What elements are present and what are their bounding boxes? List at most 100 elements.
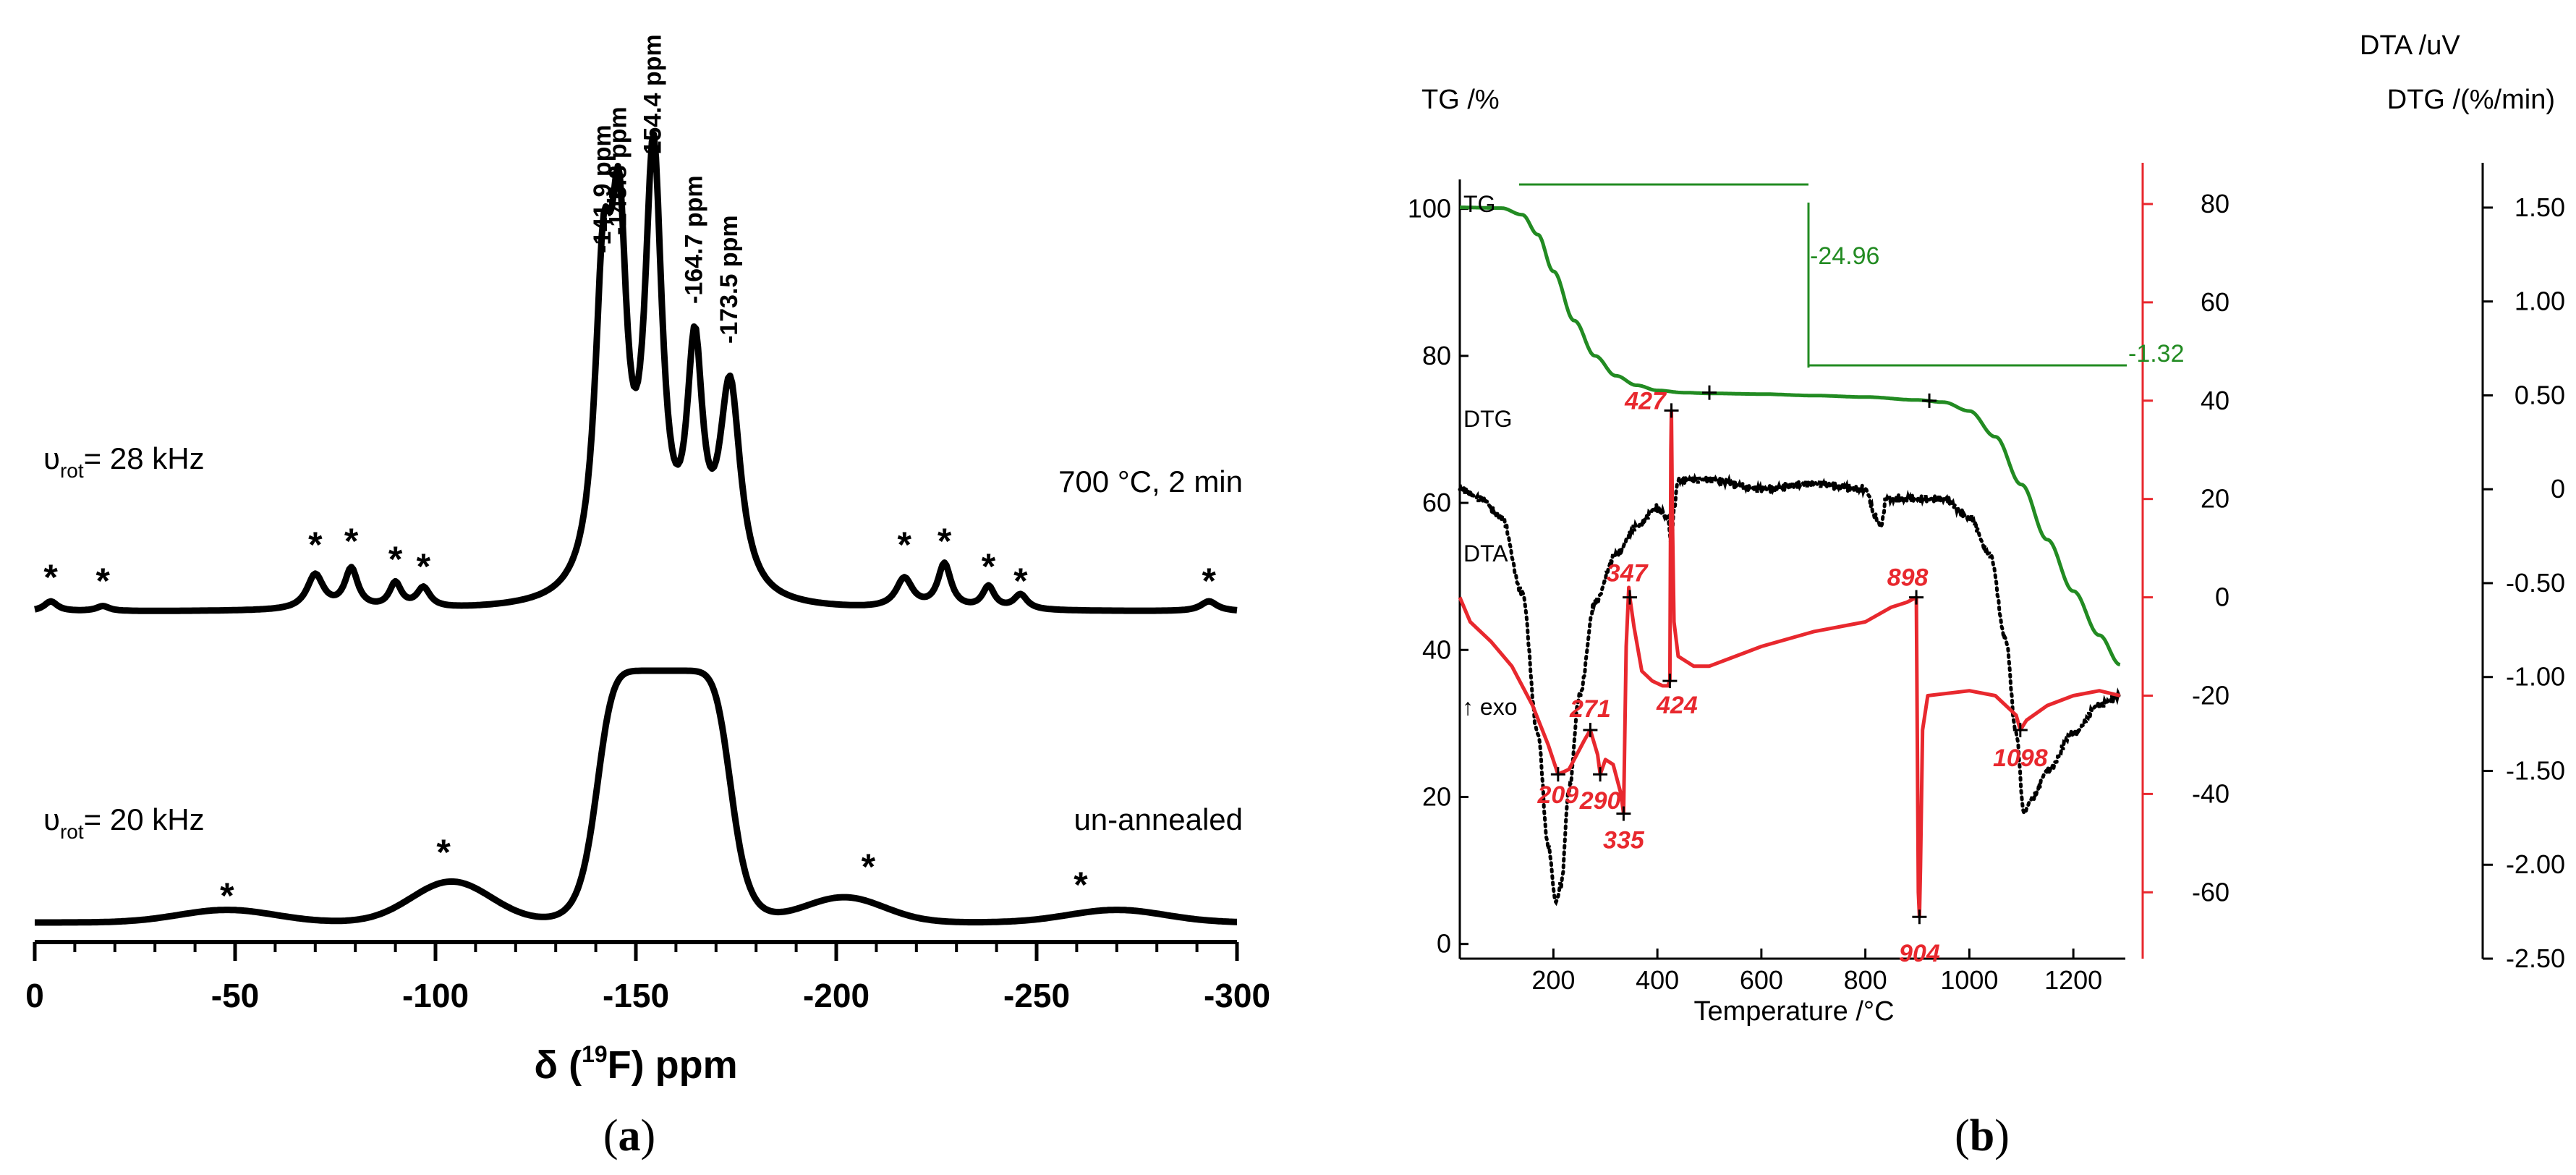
nmr-x-ticks [33, 942, 1239, 961]
ta-tg-series-label: TG [1463, 191, 1495, 217]
ta-tg-tick-label: 100 [1408, 194, 1451, 224]
ta-dta-peak-label: 424 [1656, 692, 1698, 719]
nmr-sideband-asterisk: * [220, 875, 234, 916]
nmr-sideband-asterisk: * [938, 521, 952, 561]
nmr-peak-labels: -141.9 ppm-145.8 ppm -154.4 ppm -164.7 ppm… [589, 34, 743, 344]
nmr-sideband-asterisk: * [1013, 561, 1028, 601]
nmr-sideband-asterisk: * [982, 546, 996, 587]
nmr-x-tick-label: -150 [603, 977, 669, 1014]
nmr-x-tick-label: 0 [25, 977, 44, 1014]
ta-dta-peak-label: 347 [1607, 560, 1649, 588]
caption-b-open: ( [1955, 1111, 1970, 1161]
ta-dtg-tick-label: -1.00 [2506, 662, 2565, 692]
ta-x-tick-label: 1000 [1940, 965, 1998, 995]
ta-tg-tick-label: 0 [1437, 929, 1451, 959]
ta-x-tick-label: 1200 [2044, 965, 2102, 995]
ta-dta-peak-label: 271 [1569, 695, 1611, 723]
nmr-s2-tail: = 20 kHz [84, 802, 205, 836]
nmr-peak-label: -145.8 ppm [605, 106, 632, 235]
ta-dtg-tick-label: 1.00 [2515, 287, 2565, 316]
nmr-peak-label: -154.4 ppm [639, 34, 666, 163]
ta-dtg-tick-label: 0.50 [2515, 380, 2565, 410]
ta-dtg-tick-label: -2.00 [2506, 849, 2565, 879]
nmr-sideband-asterisk: * [388, 539, 403, 580]
ta-dta-peak-label: 209 [1536, 781, 1578, 809]
nmr-sideband-markers: * * * * * * * * * * * * * * * [43, 521, 1216, 916]
nmr-x-tick-label: -200 [803, 977, 870, 1014]
ta-x-tick-label: 400 [1636, 965, 1679, 995]
nmr-sideband-asterisk: * [897, 525, 911, 565]
ta-dtg-tick-label: -2.50 [2506, 943, 2565, 973]
ta-tg-tick-label: 40 [1422, 635, 1451, 664]
ta-dta-tick-label: 80 [2201, 189, 2229, 219]
ta-dta-tick-label: -60 [2192, 877, 2229, 907]
nmr-x-tick-label: -100 [402, 977, 469, 1014]
caption-a-letter: a [619, 1111, 641, 1161]
caption-b-letter: b [1970, 1111, 1994, 1161]
ta-tg-axis-title: TG /% [1421, 85, 1500, 115]
nmr-sideband-asterisk: * [95, 561, 110, 601]
caption-b-close: ) [1994, 1111, 2010, 1161]
ta-dtg-tick-label: 1.50 [2515, 192, 2565, 222]
nmr-sideband-asterisk: * [1074, 865, 1088, 905]
caption-a: (a) [603, 1111, 655, 1161]
ta-dtg-tick-label: -1.50 [2506, 755, 2565, 785]
ta-dta-peak-label: 427 [1624, 387, 1667, 415]
ta-tg-step-markers [1519, 183, 2127, 368]
ta-tg-curve [1458, 205, 2121, 667]
nmr-s1-sub: rot [60, 459, 84, 482]
ta-x-tick-label: 800 [1844, 965, 1887, 995]
nmr-sideband-asterisk: * [344, 521, 359, 561]
nmr-peak-label: -141.9 ppm [589, 124, 616, 253]
ta-dta-peak-label: 898 [1887, 564, 1929, 592]
nmr-trace-unannealed [33, 667, 1238, 926]
nmr-x-title-tail: F) ppm [608, 1043, 738, 1087]
nmr-x-tick-label: -50 [211, 977, 259, 1014]
nmr-x-title-main: δ ( [534, 1043, 582, 1087]
ta-dtg-series-label: DTG [1463, 406, 1513, 432]
ta-dta-peak-label: 904 [1899, 940, 1940, 967]
nmr-series1-right-label: 700 °C, 2 min [1058, 465, 1243, 499]
ta-tg-step2-label: -1.32 [2128, 340, 2185, 368]
nmr-x-axis: 0 -50 -100 -150 -200 -250 -300 δ (19F) ppm [25, 940, 1270, 1087]
ta-dta-peak-label: 335 [1603, 827, 1645, 854]
nmr-s2-upsilon: υ [43, 802, 60, 836]
nmr-s1-upsilon: υ [43, 441, 60, 475]
nmr-series2-right-label: un-annealed [1074, 802, 1243, 836]
nmr-trace-700C [33, 131, 1238, 614]
caption-a-open: ( [603, 1111, 619, 1161]
ta-dta-peak-markers: 209 271 290 335 347 424 427 898 904 1098 [1536, 385, 2048, 967]
ta-dta-tick-label: 0 [2215, 582, 2229, 612]
nmr-series2-left-label: υrot= 20 kHz [43, 802, 205, 843]
ta-dta-axis-title: DTA /uV [2360, 30, 2460, 61]
ta-dta-peak-label: 1098 [1993, 745, 2048, 772]
nmr-x-tick-labels: 0 -50 -100 -150 -200 -250 -300 [25, 977, 1270, 1014]
nmr-x-title-sup: 19 [582, 1041, 608, 1067]
ta-dta-tick-label: -40 [2192, 779, 2229, 808]
ta-tg-step1-label: -24.96 [1810, 242, 1879, 270]
ta-dta-tick-label: 20 [2201, 484, 2229, 514]
ta-tg-tick-label: 20 [1422, 781, 1451, 811]
ta-dtg-tick-label: -0.50 [2506, 568, 2565, 598]
nmr-s2-sub: rot [60, 820, 84, 843]
nmr-peak-label: -164.7 ppm [680, 175, 707, 304]
nmr-x-tick-label: -300 [1204, 977, 1270, 1014]
ta-dtg-curve [1458, 471, 2122, 907]
nmr-x-tick-label: -250 [1003, 977, 1070, 1014]
nmr-sideband-asterisk: * [308, 525, 323, 565]
nmr-peak-label: -173.5 ppm [715, 215, 743, 344]
ta-frame [1458, 163, 2484, 960]
nmr-s1-tail: = 28 kHz [84, 441, 205, 475]
caption-a-close: ) [641, 1111, 656, 1161]
nmr-series1-left-label: υrot= 28 kHz [43, 441, 205, 482]
ta-x-tick-label: 600 [1740, 965, 1783, 995]
nmr-sideband-asterisk: * [436, 832, 451, 873]
nmr-sideband-asterisk: * [1202, 561, 1216, 601]
ta-exo-label: ↑ exo [1462, 694, 1517, 720]
ta-x-axis-title: Temperature /°C [1693, 996, 1894, 1027]
caption-b: (b) [1955, 1111, 2010, 1161]
ta-dta-tick-label: 60 [2201, 287, 2229, 317]
